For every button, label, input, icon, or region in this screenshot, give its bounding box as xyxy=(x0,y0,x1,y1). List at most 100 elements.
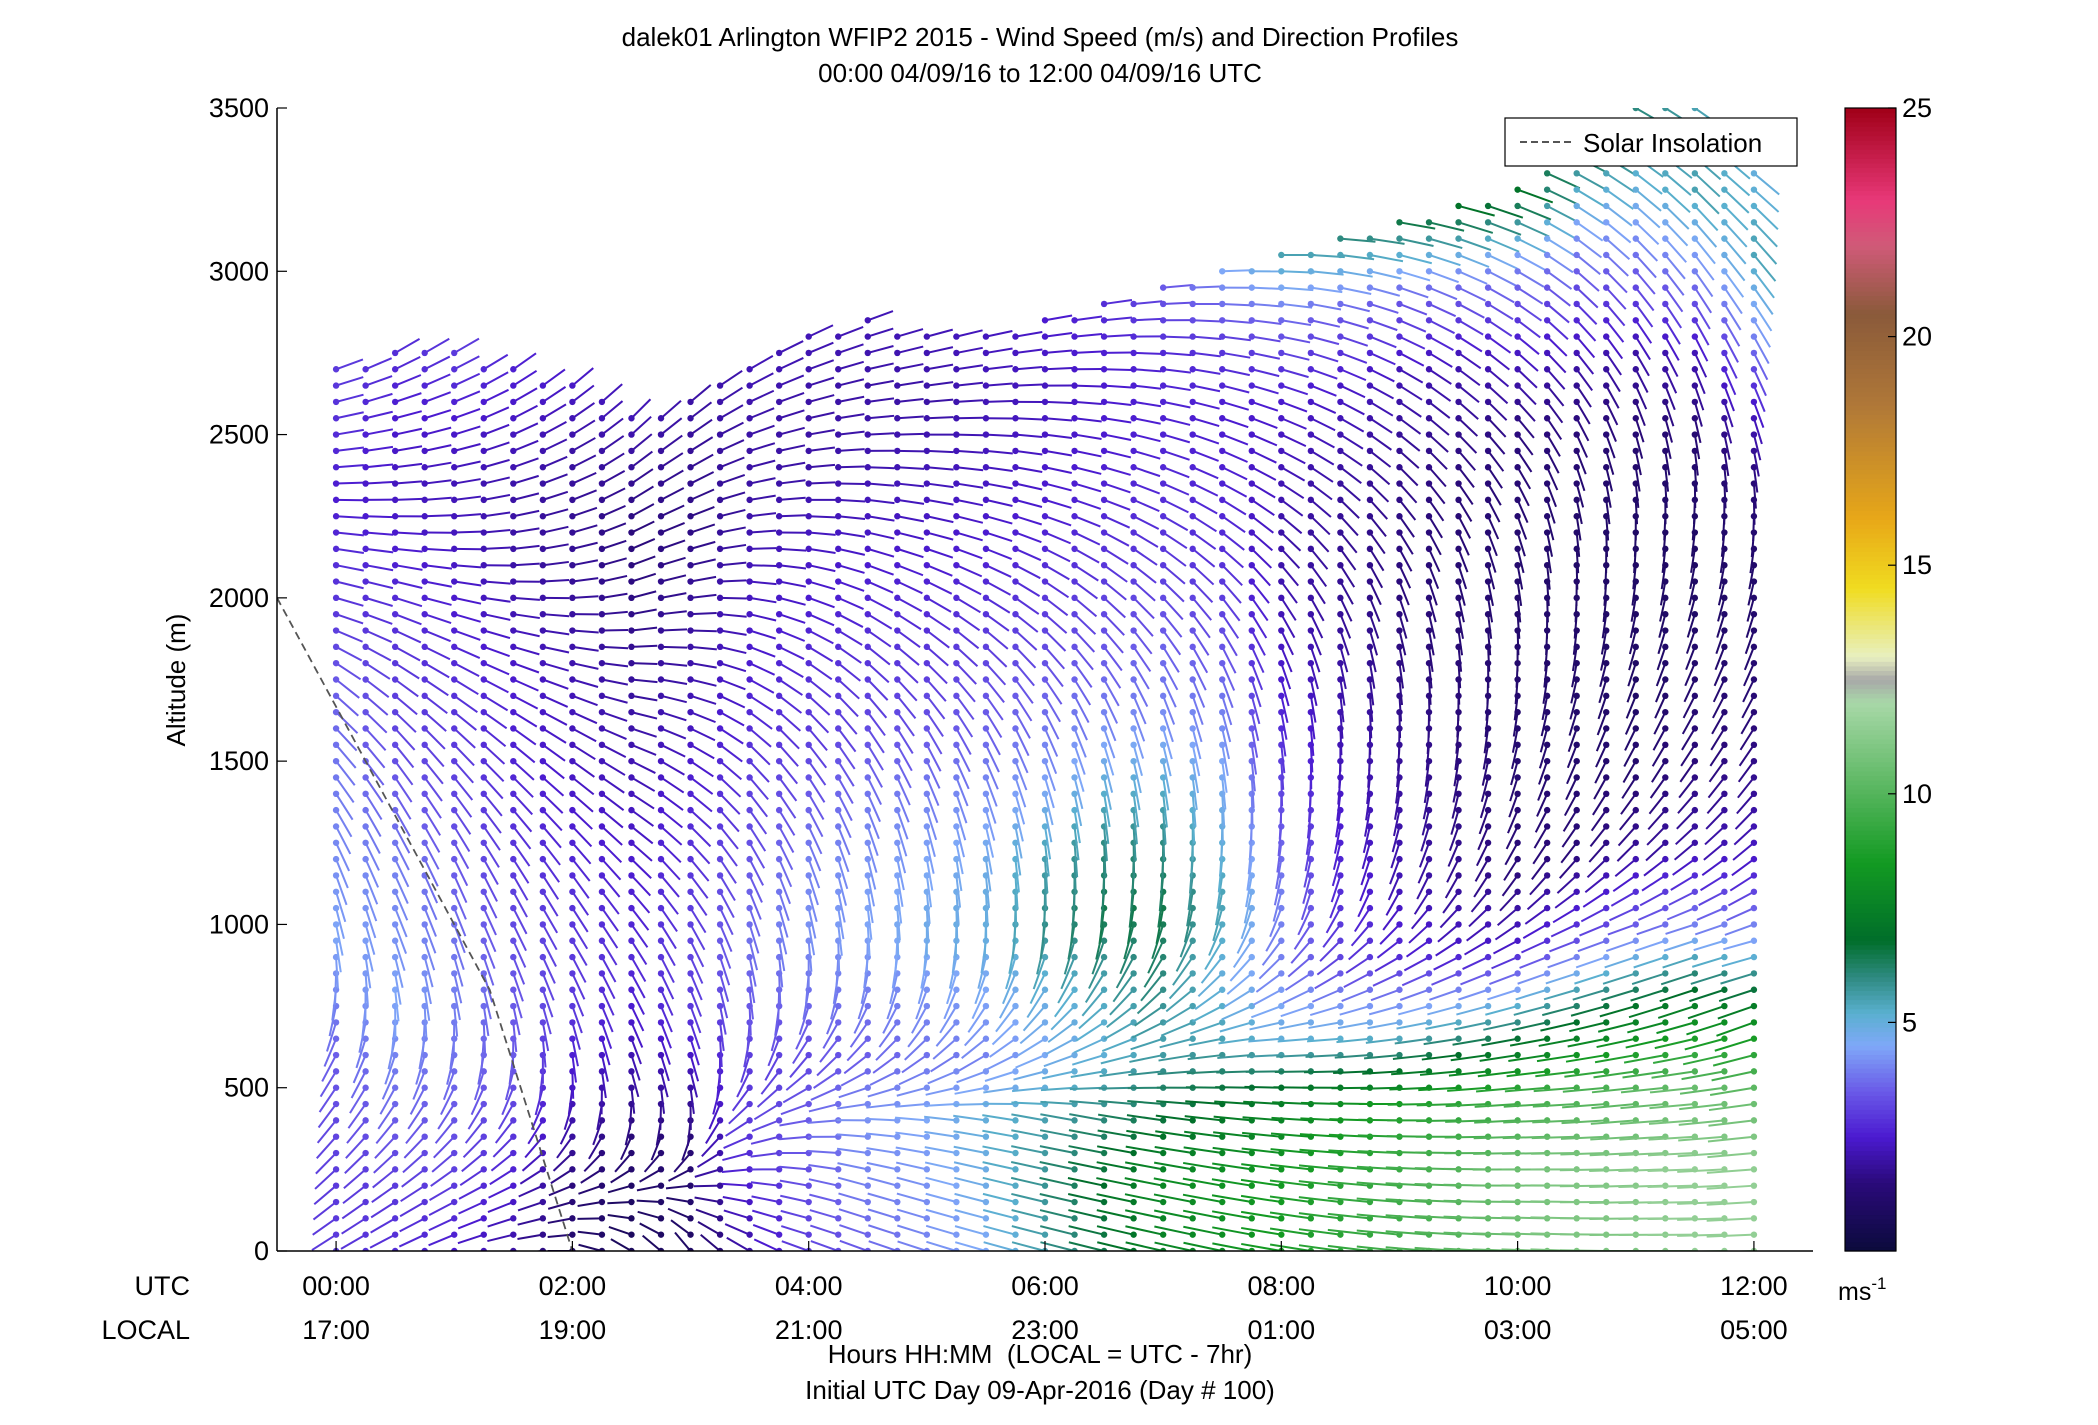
wind-barb-dot xyxy=(982,610,990,618)
wind-barb-shaft xyxy=(808,481,836,485)
wind-barb-dot xyxy=(332,823,340,830)
wind-barb-shaft xyxy=(955,777,969,807)
wind-barb-dot xyxy=(1248,480,1255,487)
wind-barb-dot xyxy=(510,415,517,422)
wind-barb-dot xyxy=(835,1182,842,1189)
wind-barb-dot xyxy=(539,904,547,912)
wind-barb-shaft xyxy=(660,956,675,983)
wind-barb-dot xyxy=(1159,692,1167,700)
wind-barb-shaft xyxy=(630,776,656,792)
wind-barb-dot xyxy=(746,1198,753,1206)
wind-barb-dot xyxy=(1189,1133,1196,1140)
wind-barb-shaft xyxy=(600,1071,607,1099)
wind-barb-dot xyxy=(1337,643,1344,651)
wind-barb-dot xyxy=(1307,643,1315,651)
wind-barb-dot xyxy=(835,1019,842,1026)
wind-barb-shaft xyxy=(1183,1146,1223,1155)
wind-barb-dot xyxy=(775,1247,783,1251)
wind-barb-dot xyxy=(1130,1068,1137,1075)
wind-barb-shaft xyxy=(867,695,888,719)
wind-barb-dot xyxy=(1425,235,1433,242)
wind-barb-shaft xyxy=(1039,1225,1075,1236)
wind-barb-shaft xyxy=(335,957,339,989)
wind-barb-dot xyxy=(480,366,487,373)
wind-barb-shaft xyxy=(1125,1225,1164,1236)
wind-barb-dot xyxy=(805,1100,812,1108)
wind-barb-dot xyxy=(687,855,694,863)
wind-barb-dot xyxy=(569,513,576,520)
wind-barb-shaft xyxy=(1073,744,1086,775)
wind-barb-dot xyxy=(716,986,724,993)
wind-barb-dot xyxy=(391,937,399,944)
wind-barb-shaft xyxy=(925,858,934,891)
wind-barb-dot xyxy=(1396,953,1403,961)
wind-barb-dot xyxy=(1219,382,1226,389)
wind-barb-dot xyxy=(421,496,428,504)
wind-barb-dot xyxy=(598,953,606,961)
wind-barb-dot xyxy=(451,757,458,765)
wind-barb-dot xyxy=(1543,921,1551,928)
wind-barb-dot xyxy=(835,1231,842,1238)
wind-barb-shaft xyxy=(453,842,470,870)
wind-barb-dot xyxy=(569,741,576,749)
wind-barb-dot xyxy=(598,1231,606,1238)
wind-barb-dot xyxy=(894,480,901,487)
wind-barb-dot xyxy=(953,431,960,438)
wind-barb-shaft xyxy=(837,727,857,753)
wind-barb-dot xyxy=(510,921,517,928)
wind-barb-shaft xyxy=(984,793,997,824)
wind-barb-dot xyxy=(598,627,606,634)
wind-barb-dot xyxy=(1396,578,1403,585)
wind-barb-dot xyxy=(1514,986,1521,993)
wind-barb-shaft xyxy=(1044,777,1055,809)
wind-barb-shaft xyxy=(631,626,658,632)
wind-barb-shaft xyxy=(813,1070,839,1089)
wind-barb-shaft xyxy=(719,1022,725,1052)
wind-barb-shaft xyxy=(571,711,598,725)
wind-barb-shaft xyxy=(983,1086,1016,1094)
wind-barb-shaft xyxy=(542,874,560,900)
wind-barb-dot xyxy=(480,790,487,797)
wind-barb-dot xyxy=(657,1215,665,1222)
wind-barb-shaft xyxy=(335,376,364,387)
wind-barb-dot xyxy=(539,806,547,814)
wind-barb-dot xyxy=(1219,431,1226,438)
wind-barb-dot xyxy=(539,562,547,569)
wind-barb-dot xyxy=(1248,545,1255,553)
wind-barb-dot xyxy=(835,1084,842,1091)
wind-barb-dot xyxy=(1130,594,1137,602)
wind-barb-dot xyxy=(835,1215,842,1222)
wind-barb-shaft xyxy=(542,760,565,780)
wind-barb-dot xyxy=(716,774,724,781)
wind-barb-shaft xyxy=(926,695,946,720)
wind-barb-dot xyxy=(569,774,576,781)
wind-barb-dot xyxy=(451,1231,458,1238)
wind-barb-dot xyxy=(687,447,694,455)
wind-barb-dot xyxy=(539,725,547,732)
wind-barb-dot xyxy=(598,921,606,928)
wind-barb-shaft xyxy=(572,694,598,707)
wind-barb-dot xyxy=(628,1133,635,1140)
wind-barb-shaft xyxy=(955,629,980,650)
wind-barb-dot xyxy=(510,953,517,961)
wind-barb-dot xyxy=(1100,415,1108,422)
wind-barb-shaft xyxy=(631,644,658,648)
wind-barb-shaft xyxy=(865,940,869,973)
wind-barb-dot xyxy=(598,464,606,471)
wind-barb-shaft xyxy=(395,531,423,535)
wind-barb-shaft xyxy=(1074,531,1101,546)
wind-barb-dot xyxy=(864,774,871,781)
wind-barb-dot xyxy=(805,921,812,928)
wind-barb-dot xyxy=(923,806,931,814)
wind-barb-shaft xyxy=(364,727,387,751)
wind-barb-shaft xyxy=(365,357,393,371)
wind-barb-shaft xyxy=(1103,433,1132,441)
wind-barb-shaft xyxy=(989,1037,1017,1058)
wind-barb-dot xyxy=(539,872,547,879)
wind-barb-dot xyxy=(1396,888,1403,895)
wind-barb-dot xyxy=(362,937,369,944)
wind-barb-shaft xyxy=(838,395,865,403)
wind-barb-dot xyxy=(510,1198,517,1206)
wind-barb-dot xyxy=(894,545,901,553)
wind-barb-dot xyxy=(451,1166,458,1173)
